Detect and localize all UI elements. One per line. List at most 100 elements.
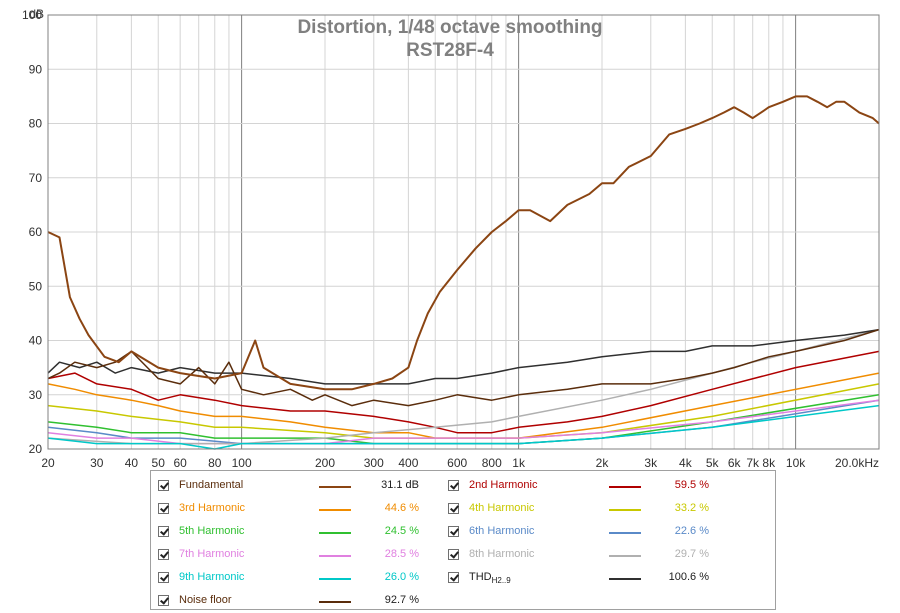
legend-swatch — [319, 509, 351, 511]
legend-swatch — [609, 509, 641, 511]
legend-label: Noise floor — [179, 594, 232, 606]
x-tick-label: 600 — [447, 456, 467, 470]
x-tick-label: 20.0kHz — [835, 456, 879, 470]
x-tick-label: 20 — [41, 456, 55, 470]
legend-value: 44.6 % — [384, 502, 419, 514]
x-tick-label: 100 — [232, 456, 252, 470]
legend-label: THDH2..9 — [469, 571, 511, 586]
legend-label: 6th Harmonic — [469, 525, 535, 537]
x-tick-label: 80 — [208, 456, 222, 470]
legend-value: 26.0 % — [384, 571, 419, 583]
legend-label: 2nd Harmonic — [469, 479, 538, 491]
legend-checkbox[interactable] — [158, 572, 169, 583]
series-lines — [47, 95, 880, 450]
legend-label: 7th Harmonic — [179, 548, 245, 560]
legend-item-3rd-harmonic: 3rd Harmonic 44.6 % — [158, 501, 448, 521]
legend-value: 100.6 % — [668, 571, 709, 583]
legend-label: 4th Harmonic — [469, 502, 535, 514]
legend-value: 92.7 % — [384, 594, 419, 606]
legend-item-thd: THDH2..9 100.6 % — [448, 570, 738, 590]
series-line-2nd-harmonic — [47, 350, 880, 434]
legend-checkbox[interactable] — [448, 480, 459, 491]
legend-value: 31.1 dB — [381, 479, 419, 491]
legend-swatch — [609, 486, 641, 488]
legend-checkbox[interactable] — [448, 549, 459, 560]
x-tick-label: 40 — [125, 456, 139, 470]
x-tick-label: 60 — [173, 456, 187, 470]
distortion-chart: 20 30 40 50 60 70 80 90 100 20 30 40 50 60 80 100 200 300… — [22, 7, 880, 470]
y-tick-label: 100 — [22, 8, 42, 22]
series-line-3rd-harmonic — [47, 372, 880, 439]
legend-checkbox[interactable] — [158, 503, 169, 514]
legend-value: 29.7 % — [674, 548, 709, 560]
x-tick-label: 800 — [482, 456, 502, 470]
y-tick-label: 40 — [29, 334, 43, 348]
legend-checkbox[interactable] — [448, 526, 459, 537]
legend-checkbox[interactable] — [158, 595, 169, 606]
series-line-noise-floor — [47, 328, 880, 407]
y-tick-label: 20 — [29, 442, 43, 456]
legend-swatch — [319, 532, 351, 534]
y-axis-label: dB — [29, 7, 44, 21]
legend-swatch — [609, 555, 641, 557]
x-tick-label: 2k — [596, 456, 610, 470]
y-tick-label: 60 — [29, 225, 43, 239]
x-tick-label: 4k — [679, 456, 693, 470]
series-line-9th-harmonic — [47, 404, 880, 450]
x-tick-label: 200 — [315, 456, 335, 470]
x-tick-label: 10k — [786, 456, 806, 470]
legend-swatch — [609, 578, 641, 580]
legend-item-2nd-harmonic: 2nd Harmonic 59.5 % — [448, 478, 738, 498]
legend-value: 59.5 % — [674, 479, 709, 491]
legend-checkbox[interactable] — [158, 549, 169, 560]
y-tick-label: 70 — [29, 171, 43, 185]
x-tick-label: 30 — [90, 456, 104, 470]
legend-item-7th-harmonic: 7th Harmonic 28.5 % — [158, 547, 448, 567]
legend-value: 33.2 % — [674, 502, 709, 514]
legend-value: 28.5 % — [384, 548, 419, 560]
legend-label-subscript: H2..9 — [491, 576, 511, 586]
x-tick-label: 5k — [706, 456, 720, 470]
chart-subtitle: RST28F-4 — [406, 40, 494, 61]
legend-value: 24.5 % — [384, 525, 419, 537]
legend-item-fundamental: Fundamental 31.1 dB — [158, 478, 448, 498]
legend-swatch — [319, 578, 351, 580]
legend-checkbox[interactable] — [448, 572, 459, 583]
legend-label: Fundamental — [179, 479, 244, 491]
legend-swatch — [319, 601, 351, 603]
legend-swatch — [319, 555, 351, 557]
x-tick-label: 6k — [728, 456, 742, 470]
chart-legend: Fundamental 31.1 dB 2nd Harmonic 59.5 % 3rd … — [150, 470, 776, 610]
x-tick-label: 1k — [512, 456, 526, 470]
x-tick-label: 8k — [762, 456, 776, 470]
y-tick-label: 90 — [29, 62, 43, 76]
legend-checkbox[interactable] — [158, 526, 169, 537]
legend-swatch — [319, 486, 351, 488]
series-line-fundamental — [47, 95, 880, 391]
legend-checkbox[interactable] — [448, 503, 459, 514]
legend-label: 8th Harmonic — [469, 548, 535, 560]
y-tick-label: 50 — [29, 279, 43, 293]
y-tick-label: 30 — [29, 388, 43, 402]
legend-item-8th-harmonic: 8th Harmonic 29.7 % — [448, 547, 738, 567]
y-tick-label: 80 — [29, 117, 43, 131]
legend-label: 9th Harmonic — [179, 571, 245, 583]
legend-value: 22.6 % — [674, 525, 709, 537]
grid — [48, 14, 879, 450]
legend-item-5th-harmonic: 5th Harmonic 24.5 % — [158, 524, 448, 544]
plot-frame — [47, 14, 880, 450]
series-line-thd — [47, 328, 880, 385]
x-tick-label: 300 — [364, 456, 384, 470]
legend-label: 5th Harmonic — [179, 525, 245, 537]
x-tick-label: 3k — [644, 456, 658, 470]
x-tick-label: 50 — [152, 456, 166, 470]
legend-item-noise-floor: Noise floor 92.7 % — [158, 593, 448, 613]
chart-title: Distortion, 1/48 octave smoothing — [297, 17, 602, 38]
x-tick-label: 7k — [746, 456, 760, 470]
legend-item-4th-harmonic: 4th Harmonic 33.2 % — [448, 501, 738, 521]
x-tick-label: 400 — [398, 456, 418, 470]
legend-item-9th-harmonic: 9th Harmonic 26.0 % — [158, 570, 448, 590]
legend-checkbox[interactable] — [158, 480, 169, 491]
legend-swatch — [609, 532, 641, 534]
axis-ticks: 20 30 40 50 60 70 80 90 100 20 30 40 50 60 80 100 200 300… — [22, 8, 879, 470]
